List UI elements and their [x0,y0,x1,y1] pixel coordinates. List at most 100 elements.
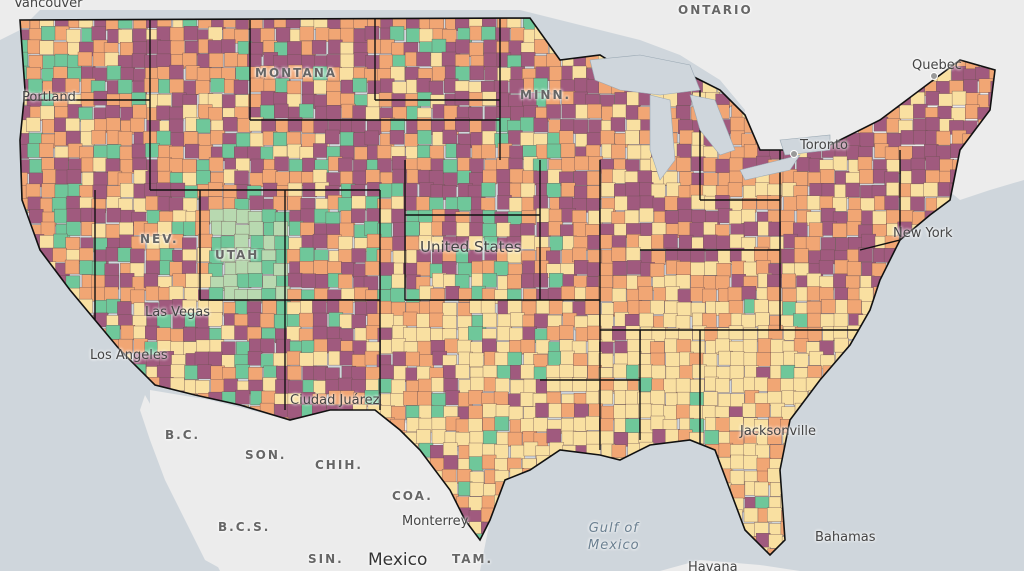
county-cell[interactable] [417,130,432,145]
county-cell[interactable] [548,208,564,224]
county-cell[interactable] [561,403,576,418]
county-cell[interactable] [367,39,382,54]
county-cell[interactable] [663,405,678,420]
county-cell[interactable] [678,209,693,224]
county-cell[interactable] [857,156,873,172]
county-cell[interactable] [442,129,457,145]
county-cell[interactable] [573,353,588,368]
county-cell[interactable] [858,287,874,302]
county-cell[interactable] [77,51,93,67]
county-cell[interactable] [754,377,769,392]
county-cell[interactable] [601,182,616,197]
county-cell[interactable] [248,273,263,288]
county-cell[interactable] [638,286,653,301]
county-cell[interactable] [340,53,355,69]
county-cell[interactable] [442,302,457,317]
county-cell[interactable] [442,315,457,330]
county-cell[interactable] [913,130,928,145]
county-cell[interactable] [809,183,824,198]
county-cell[interactable] [923,182,938,197]
county-cell[interactable] [482,338,497,353]
county-cell[interactable] [431,377,446,392]
county-cell[interactable] [598,389,613,405]
county-cell[interactable] [455,117,470,132]
county-cell[interactable] [561,104,577,119]
county-cell[interactable] [482,430,498,445]
county-cell[interactable] [677,91,692,106]
county-cell[interactable] [884,146,900,162]
county-cell[interactable] [821,183,837,198]
county-cell[interactable] [664,338,679,354]
county-cell[interactable] [354,146,369,162]
county-cell[interactable] [689,392,705,407]
county-cell[interactable] [27,196,43,212]
county-cell[interactable] [169,78,184,94]
county-cell[interactable] [403,391,418,406]
county-cell[interactable] [627,144,642,160]
county-cell[interactable] [536,300,551,315]
county-cell[interactable] [676,391,692,407]
county-cell[interactable] [417,391,432,406]
county-cell[interactable] [730,351,745,366]
county-cell[interactable] [574,77,589,93]
county-cell[interactable] [119,222,134,237]
county-cell[interactable] [311,40,327,55]
county-cell[interactable] [249,116,264,132]
county-cell[interactable] [456,222,471,237]
county-cell[interactable] [169,158,184,173]
county-cell[interactable] [261,390,276,406]
county-cell[interactable] [313,260,328,275]
county-cell[interactable] [702,288,717,304]
county-cell[interactable] [886,133,902,148]
county-cell[interactable] [509,79,524,94]
county-cell[interactable] [275,27,291,42]
county-cell[interactable] [469,65,485,81]
county-cell[interactable] [925,169,940,185]
county-cell[interactable] [182,197,198,213]
county-cell[interactable] [416,429,431,444]
county-cell[interactable] [286,350,302,366]
county-cell[interactable] [312,312,328,328]
county-cell[interactable] [757,338,773,353]
county-cell[interactable] [182,104,198,119]
county-cell[interactable] [78,14,94,28]
county-cell[interactable] [832,223,847,238]
county-cell[interactable] [259,313,275,328]
county-cell[interactable] [586,378,601,393]
county-cell[interactable] [715,417,730,432]
county-cell[interactable] [274,103,289,119]
county-cell[interactable] [260,338,275,353]
county-cell[interactable] [481,182,496,197]
county-cell[interactable] [469,482,485,497]
county-cell[interactable] [886,182,901,197]
county-cell[interactable] [405,405,421,420]
county-cell[interactable] [665,366,681,381]
county-cell[interactable] [419,222,434,237]
county-cell[interactable] [156,53,172,69]
county-cell[interactable] [42,169,57,184]
county-cell[interactable] [66,169,82,184]
county-cell[interactable] [156,26,172,41]
county-cell[interactable] [534,39,549,54]
county-cell[interactable] [533,273,549,288]
county-cell[interactable] [455,39,470,54]
county-cell[interactable] [156,105,171,120]
county-cell[interactable] [495,378,510,393]
county-cell[interactable] [703,391,718,406]
county-cell[interactable] [770,352,785,367]
county-cell[interactable] [509,168,525,184]
county-cell[interactable] [911,169,926,184]
county-cell[interactable] [455,432,471,447]
county-cell[interactable] [611,144,626,159]
county-cell[interactable] [598,353,614,368]
county-cell[interactable] [118,29,133,44]
county-cell[interactable] [66,221,81,236]
county-cell[interactable] [300,300,315,315]
county-cell[interactable] [833,273,848,289]
county-cell[interactable] [235,158,250,173]
county-cell[interactable] [627,260,642,275]
county-cell[interactable] [54,53,70,69]
county-cell[interactable] [429,145,445,160]
county-cell[interactable] [717,250,733,265]
county-cell[interactable] [533,117,548,133]
